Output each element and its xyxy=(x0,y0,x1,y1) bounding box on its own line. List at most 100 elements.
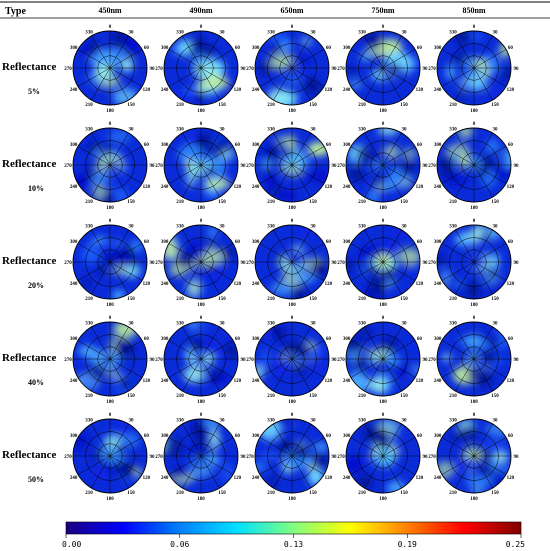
angle-label-210: 210 xyxy=(449,297,457,302)
grid-spoke xyxy=(291,229,311,263)
heat-blob xyxy=(475,237,488,258)
grid-spoke xyxy=(91,326,111,360)
angle-label-30: 30 xyxy=(402,224,408,229)
angle-label-180: 180 xyxy=(288,303,296,308)
angle-label-90: 90 xyxy=(514,455,520,460)
angle-label-180: 180 xyxy=(379,303,387,308)
heat-blob xyxy=(372,70,382,77)
grid-spoke xyxy=(273,229,293,263)
heat-blob xyxy=(270,281,294,296)
angle-label-60: 60 xyxy=(508,46,514,51)
angle-label-330: 330 xyxy=(85,127,93,132)
angle-label-120: 120 xyxy=(416,282,424,287)
angle-label-270: 270 xyxy=(337,358,345,363)
heat-blob xyxy=(360,327,371,339)
angle-label-210: 210 xyxy=(85,491,93,496)
angle-label-210: 210 xyxy=(267,491,275,496)
heat-blob xyxy=(437,254,446,266)
angle-label-150: 150 xyxy=(309,200,317,205)
heat-blob xyxy=(349,80,363,89)
angle-label-330: 330 xyxy=(449,127,457,132)
angle-label-180: 180 xyxy=(470,400,478,405)
angle-label-240: 240 xyxy=(434,88,442,93)
angle-label-150: 150 xyxy=(218,103,226,108)
angle-label-30: 30 xyxy=(129,30,135,35)
grid-spoke xyxy=(350,67,384,87)
angle-label-330: 330 xyxy=(267,30,275,35)
grid-spoke xyxy=(441,358,475,378)
angle-label-30: 30 xyxy=(493,127,499,132)
grid-spoke xyxy=(364,261,384,295)
angle-label-0: 0 xyxy=(473,219,476,224)
grid-spoke xyxy=(382,261,402,295)
colorbar-ticks: 0.00 0.06 0.13 0.19 0.25 xyxy=(62,534,525,549)
angle-label-240: 240 xyxy=(252,88,260,93)
grid-spoke xyxy=(291,35,311,69)
angle-label-30: 30 xyxy=(311,321,317,326)
angle-label-0: 0 xyxy=(382,122,385,127)
angle-label-0: 0 xyxy=(200,316,203,321)
angle-label-300: 300 xyxy=(161,46,169,51)
angle-label-120: 120 xyxy=(416,88,424,93)
colorbar-tick-label: 0.06 xyxy=(170,540,189,549)
grid-spoke xyxy=(77,358,111,378)
angle-label-240: 240 xyxy=(343,379,351,384)
angle-label-330: 330 xyxy=(85,418,93,423)
angle-label-120: 120 xyxy=(325,88,333,93)
grid-spoke xyxy=(182,35,202,69)
grid-spoke xyxy=(364,423,384,457)
angle-label-120: 120 xyxy=(234,282,242,287)
grid-spoke xyxy=(291,243,325,263)
angle-label-30: 30 xyxy=(493,30,499,35)
angle-label-30: 30 xyxy=(220,30,226,35)
grid-spoke xyxy=(291,146,325,166)
angle-label-330: 330 xyxy=(85,30,93,35)
grid-spoke xyxy=(200,164,234,184)
grid-spoke xyxy=(182,132,202,166)
heat-blob xyxy=(258,452,280,461)
angle-label-30: 30 xyxy=(220,418,226,423)
grid-spoke xyxy=(350,437,384,457)
angle-label-120: 120 xyxy=(143,379,151,384)
angle-label-30: 30 xyxy=(493,418,499,423)
angle-label-240: 240 xyxy=(161,476,169,481)
polar-plot-r1-c1: 0 30 60 90 120 150 180 210 240 270 300 330 xyxy=(155,122,246,211)
row-label: Reflectance xyxy=(2,352,56,364)
heat-blob xyxy=(481,155,496,170)
angle-label-90: 90 xyxy=(150,455,156,460)
angle-label-330: 330 xyxy=(176,127,184,132)
angle-label-300: 300 xyxy=(434,46,442,51)
grid-spoke xyxy=(91,229,111,263)
heat-blob xyxy=(206,263,215,273)
heat-blob xyxy=(371,163,380,170)
heat-blob xyxy=(469,73,487,91)
heat-blob xyxy=(183,366,205,383)
angle-label-120: 120 xyxy=(416,476,424,481)
grid-spoke xyxy=(168,243,202,263)
grid-spoke xyxy=(382,146,416,166)
angle-label-0: 0 xyxy=(382,219,385,224)
grid-spoke xyxy=(382,423,402,457)
angle-label-270: 270 xyxy=(246,455,254,460)
angle-label-270: 270 xyxy=(428,164,436,169)
heat-blob xyxy=(363,348,389,355)
grid-spoke xyxy=(200,164,220,198)
grid-spoke xyxy=(291,358,325,378)
angle-label-240: 240 xyxy=(70,88,78,93)
angle-label-270: 270 xyxy=(246,67,254,72)
heat-blob xyxy=(348,166,364,182)
polar-plot-r3-c3: 0 30 60 90 120 150 180 210 240 270 300 330 xyxy=(337,316,428,405)
angle-label-180: 180 xyxy=(106,109,114,114)
polar-plot-r0-c0: 0 30 60 90 120 150 180 210 240 270 300 330 xyxy=(64,25,155,114)
grid-spoke xyxy=(473,35,493,69)
colorbar-tick-label: 0.25 xyxy=(506,540,525,549)
angle-label-0: 0 xyxy=(473,413,476,418)
angle-label-300: 300 xyxy=(70,46,78,51)
heat-blob xyxy=(346,456,363,473)
grid-spoke xyxy=(109,340,143,360)
heat-blob xyxy=(107,371,122,379)
grid-spoke xyxy=(200,437,234,457)
angle-label-240: 240 xyxy=(434,476,442,481)
angle-label-300: 300 xyxy=(252,240,260,245)
angle-label-180: 180 xyxy=(106,206,114,211)
